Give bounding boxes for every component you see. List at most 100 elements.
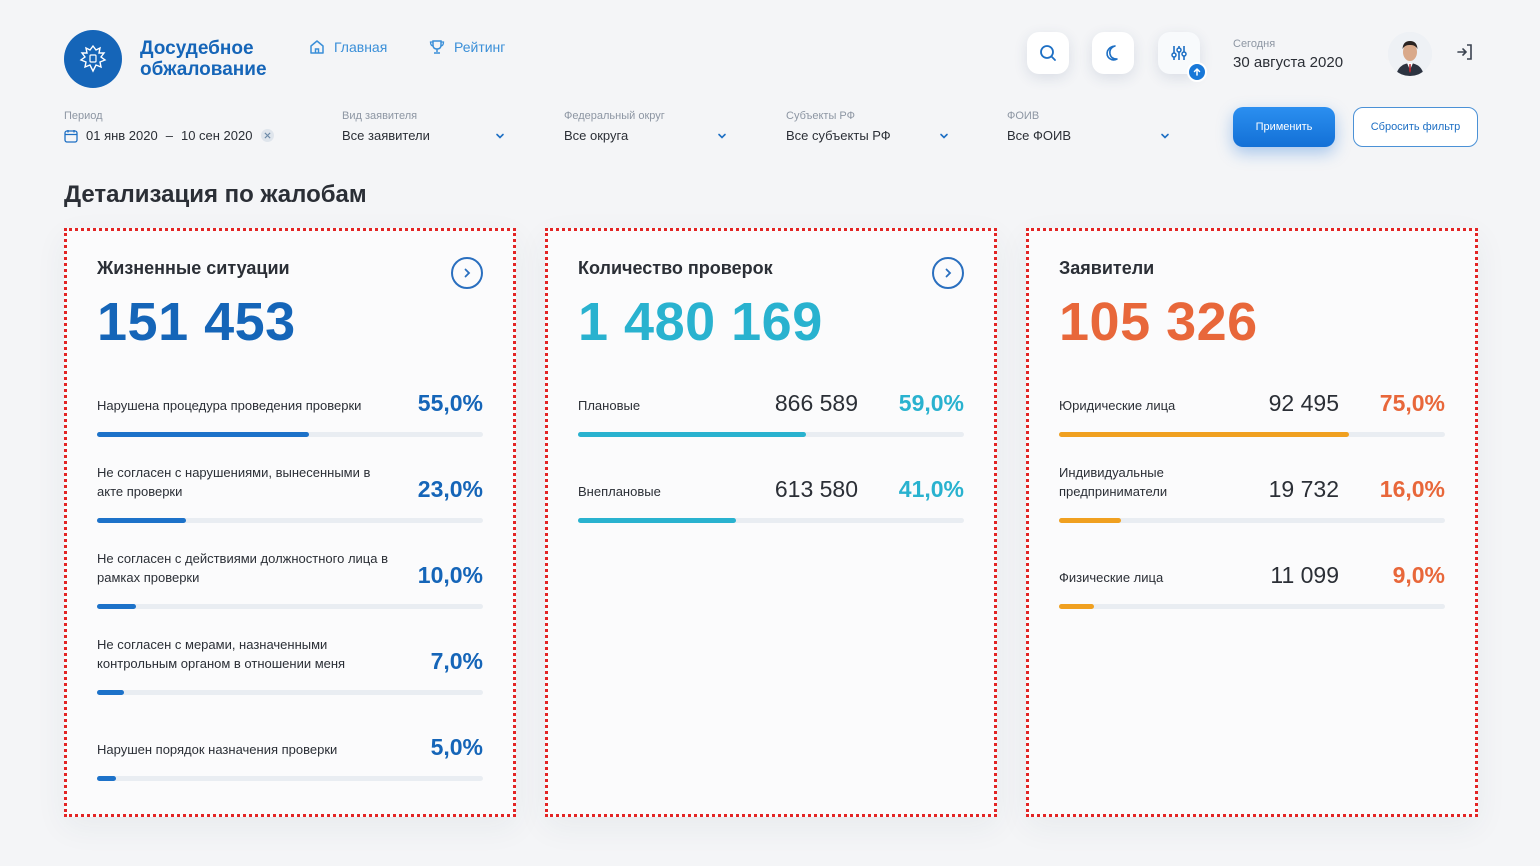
applicant-select[interactable]: Все заявители xyxy=(342,128,506,143)
row-percent: 59,0% xyxy=(898,390,964,416)
row-percent: 55,0% xyxy=(417,390,483,416)
search-icon xyxy=(1040,45,1056,61)
period-to[interactable]: 10 сен 2020 xyxy=(180,128,253,143)
chevron-down-icon xyxy=(940,133,948,139)
progress-fill xyxy=(97,432,310,437)
period-clear-button[interactable] xyxy=(261,129,275,142)
header: Досудебное обжалование Главная Рейтинг xyxy=(0,0,1540,100)
progress-track xyxy=(1059,432,1445,437)
progress-track xyxy=(97,604,483,609)
trophy-icon xyxy=(429,40,445,54)
applicant-select-value: Все заявители xyxy=(342,128,430,143)
row-count: 19 732 xyxy=(1268,476,1339,502)
applicant-filter-label: Вид заявителя xyxy=(342,110,418,122)
chevron-down-icon xyxy=(718,133,726,139)
user-avatar[interactable] xyxy=(1388,32,1432,76)
row-count: 92 495 xyxy=(1268,390,1339,416)
progress-fill xyxy=(578,518,737,523)
theme-toggle-button[interactable] xyxy=(1092,32,1134,74)
logout-button[interactable] xyxy=(1455,42,1475,62)
period-from[interactable]: 01 янв 2020 xyxy=(86,128,158,143)
row-label: Физические лица xyxy=(1059,570,1164,585)
row-label: Не согласен с мерами, назначенными контр… xyxy=(97,637,346,671)
period-filter-label: Период xyxy=(64,110,103,122)
row-label: Индивидуальные предприниматели xyxy=(1059,465,1168,499)
search-button[interactable] xyxy=(1027,32,1069,74)
card-open-button[interactable] xyxy=(932,257,964,289)
nav-home[interactable]: Главная xyxy=(308,38,387,56)
list-item: Индивидуальные предприниматели 19 732 16… xyxy=(1059,453,1445,523)
card-title: Жизненные ситуации xyxy=(97,258,290,278)
row-label: Не согласен с нарушениями, вынесенными в… xyxy=(97,465,371,499)
row-percent: 75,0% xyxy=(1379,390,1445,416)
moon-icon xyxy=(1106,45,1118,61)
list-item: Физические лица 11 099 9,0% xyxy=(1059,539,1445,609)
today-block: Сегодня 30 августа 2020 xyxy=(1233,38,1343,71)
card-total: 105 326 xyxy=(1059,292,1258,352)
list-item: Внеплановые 613 580 41,0% xyxy=(578,453,964,523)
period-dash: – xyxy=(165,128,173,143)
row-label: Плановые xyxy=(578,398,641,413)
row-percent: 9,0% xyxy=(1392,562,1445,588)
subject-filter-label: Субъекты РФ xyxy=(786,110,856,122)
row-percent: 16,0% xyxy=(1379,476,1445,502)
eagle-emblem-icon xyxy=(79,44,107,73)
progress-track xyxy=(1059,604,1445,609)
progress-track xyxy=(97,776,483,781)
section-title: Детализация по жалобам xyxy=(64,181,367,208)
today-label: Сегодня xyxy=(1233,38,1276,50)
card-total: 1 480 169 xyxy=(578,292,823,352)
list-item: Нарушена процедура проведения проверки 5… xyxy=(97,367,483,437)
list-item: Плановые 866 589 59,0% xyxy=(578,367,964,437)
foiv-select-value: Все ФОИВ xyxy=(1007,128,1072,143)
progress-fill xyxy=(1059,604,1094,609)
calendar-icon xyxy=(64,129,78,143)
card-title: Количество проверок xyxy=(578,258,773,278)
progress-track xyxy=(97,518,483,523)
list-item: Не согласен с мерами, назначенными контр… xyxy=(97,625,483,695)
period-range[interactable]: 01 янв 2020 – 10 сен 2020 xyxy=(64,128,275,143)
apply-button[interactable]: Применить xyxy=(1233,107,1335,147)
row-label: Не согласен с действиями должностного ли… xyxy=(97,551,388,585)
district-filter: Федеральный округ Все округа xyxy=(564,110,728,143)
row-count: 866 589 xyxy=(774,390,858,416)
progress-fill xyxy=(97,776,117,781)
brand-title[interactable]: Досудебное обжалование xyxy=(140,38,267,80)
subject-select[interactable]: Все субъекты РФ xyxy=(786,128,950,143)
list-item: Юридические лица 92 495 75,0% xyxy=(1059,367,1445,437)
row-count: 11 099 xyxy=(1270,562,1339,588)
emblem-logo[interactable] xyxy=(64,30,122,88)
row-percent: 41,0% xyxy=(898,476,964,502)
progress-fill xyxy=(1059,432,1349,437)
list-item: Не согласен с действиями должностного ли… xyxy=(97,539,483,609)
chevron-right-icon xyxy=(945,268,952,278)
row-label: Нарушен порядок назначения проверки xyxy=(97,742,338,757)
close-icon xyxy=(264,132,272,139)
brand-line-2: обжалование xyxy=(140,59,267,80)
progress-track xyxy=(1059,518,1445,523)
district-select[interactable]: Все округа xyxy=(564,128,728,143)
filters-collapse-badge[interactable] xyxy=(1187,62,1207,82)
nav-rating[interactable]: Рейтинг xyxy=(428,38,505,56)
arrow-up-icon xyxy=(1193,67,1201,76)
subject-select-value: Все субъекты РФ xyxy=(786,128,891,143)
progress-fill xyxy=(97,604,136,609)
row-percent: 23,0% xyxy=(417,476,483,502)
progress-fill xyxy=(97,518,186,523)
row-count: 613 580 xyxy=(774,476,858,502)
sliders-icon xyxy=(1171,46,1187,60)
card-applicants: Заявители 105 326 Юридические лица 92 49… xyxy=(1026,228,1478,817)
foiv-select[interactable]: Все ФОИВ xyxy=(1007,128,1171,143)
today-date: 30 августа 2020 xyxy=(1233,54,1344,71)
card-inspections-count: Количество проверок 1 480 169 Плановые 8… xyxy=(545,228,997,817)
reset-filter-button[interactable]: Сбросить фильтр xyxy=(1353,107,1478,147)
card-open-button[interactable] xyxy=(451,257,483,289)
row-percent: 10,0% xyxy=(417,562,483,588)
progress-fill xyxy=(97,690,125,695)
chevron-down-icon xyxy=(496,133,504,139)
foiv-filter-label: ФОИВ xyxy=(1007,110,1040,122)
card-title: Заявители xyxy=(1059,258,1155,278)
row-percent: 5,0% xyxy=(430,734,483,760)
nav-home-label: Главная xyxy=(334,39,388,55)
applicant-filter: Вид заявителя Все заявители xyxy=(342,110,506,143)
